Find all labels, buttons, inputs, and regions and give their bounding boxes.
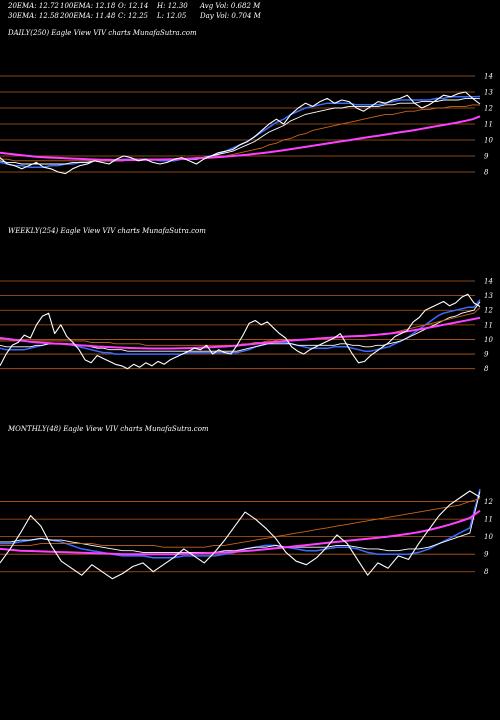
header-open: O: 12.14 (118, 2, 149, 10)
y-tick-label: 9 (484, 153, 489, 161)
monthly-chart: 8 9 10 11 12 (0, 488, 493, 580)
y-tick-label: 14 (484, 73, 493, 81)
header-low: L: 12.05 (157, 12, 187, 20)
header-avgvol: Avg Vol: 0.682 M (200, 2, 261, 10)
ema-line (0, 488, 481, 559)
price-line (0, 91, 481, 175)
y-tick-label: 8 (484, 365, 489, 373)
y-tick-label: 8 (484, 169, 489, 177)
header-ema100: 100EMA: 12.18 (60, 2, 116, 10)
y-tick-label: 10 (484, 336, 493, 344)
weekly-chart-label: WEEKLY(254) Eagle View VIV charts Munafa… (8, 227, 206, 235)
ema-line (0, 497, 481, 548)
ema-line (0, 115, 481, 161)
ema-line (0, 316, 481, 350)
weekly-chart: 8 9 10 11 12 13 14 (0, 278, 493, 373)
price-line (0, 293, 481, 370)
y-tick-label: 11 (484, 321, 493, 329)
y-tick-label: 10 (484, 137, 493, 145)
y-tick-label: 13 (484, 89, 493, 97)
y-tick-label: 13 (484, 292, 493, 300)
monthly-chart-label: MONTHLY(48) Eagle View VIV charts Munafa… (8, 425, 209, 433)
ema-line (0, 509, 481, 556)
header-ema30: 30EMA: 12.58 (8, 12, 59, 20)
y-tick-label: 11 (484, 516, 493, 524)
ema-line (0, 97, 481, 165)
y-tick-label: 14 (484, 278, 493, 286)
header-high: H: 12.30 (157, 2, 188, 10)
header-ema200: 200EMA: 11.48 (60, 12, 116, 20)
price-line (0, 490, 481, 580)
y-tick-label: 12 (484, 498, 493, 506)
daily-chart: 8 9 10 11 12 13 14 (0, 73, 493, 177)
y-tick-label: 11 (484, 121, 493, 129)
header-close: C: 12.25 (118, 12, 148, 20)
y-tick-label: 9 (484, 351, 489, 359)
header-dayvol: Day Vol: 0.704 M (200, 12, 261, 20)
y-tick-label: 12 (484, 307, 493, 315)
y-tick-label: 12 (484, 105, 493, 113)
y-tick-label: 8 (484, 568, 489, 576)
daily-chart-label: DAILY(250) Eagle View VIV charts MunafaS… (8, 29, 197, 37)
header-ema20: 20EMA: 12.72 (8, 2, 59, 10)
y-tick-label: 10 (484, 533, 493, 541)
ema-line (0, 104, 481, 162)
y-tick-label: 9 (484, 551, 489, 559)
